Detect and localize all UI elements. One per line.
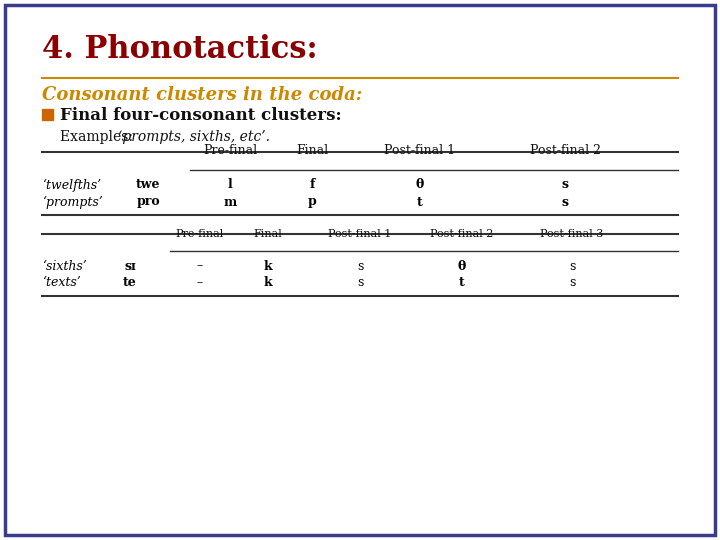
FancyBboxPatch shape	[42, 109, 53, 120]
Text: θ: θ	[458, 260, 466, 273]
Text: s: s	[357, 276, 363, 289]
Text: m: m	[223, 195, 237, 208]
Text: Final: Final	[253, 229, 282, 239]
Text: –: –	[197, 260, 203, 273]
Text: Post-final 1: Post-final 1	[328, 229, 392, 239]
Text: ‘prompts’: ‘prompts’	[42, 195, 103, 208]
Text: Examples:: Examples:	[60, 130, 138, 144]
Text: te: te	[123, 276, 137, 289]
Text: k: k	[264, 260, 272, 273]
Text: s: s	[569, 260, 575, 273]
Text: Pre-final: Pre-final	[176, 229, 224, 239]
Text: s: s	[562, 179, 569, 192]
Text: Final: Final	[296, 144, 328, 157]
Text: pro: pro	[136, 195, 160, 208]
Text: t: t	[459, 276, 465, 289]
Text: sɪ: sɪ	[124, 260, 136, 273]
Text: s: s	[562, 195, 569, 208]
Text: Post-final 2: Post-final 2	[529, 144, 600, 157]
Text: s: s	[357, 260, 363, 273]
Text: Consonant clusters in the coda:: Consonant clusters in the coda:	[42, 86, 362, 104]
Text: t: t	[417, 195, 423, 208]
Text: f: f	[310, 179, 315, 192]
Text: s: s	[569, 276, 575, 289]
Text: Post-final 2: Post-final 2	[431, 229, 494, 239]
Text: p: p	[307, 195, 316, 208]
Text: ‘twelfths’: ‘twelfths’	[42, 178, 101, 192]
Text: l: l	[228, 179, 233, 192]
Text: θ: θ	[416, 179, 424, 192]
Text: k: k	[264, 276, 272, 289]
Text: ‘sixths’: ‘sixths’	[42, 260, 86, 273]
Text: Final four-consonant clusters:: Final four-consonant clusters:	[60, 106, 341, 124]
Text: –: –	[197, 276, 203, 289]
Text: 4. Phonotactics:: 4. Phonotactics:	[42, 35, 318, 65]
Text: twe: twe	[136, 179, 161, 192]
Text: ‘texts’: ‘texts’	[42, 276, 81, 289]
Text: Post-final 3: Post-final 3	[540, 229, 603, 239]
Text: ‘prompts, sixths, etc’.: ‘prompts, sixths, etc’.	[118, 130, 270, 144]
Text: Pre-final: Pre-final	[203, 144, 257, 157]
Text: Post-final 1: Post-final 1	[384, 144, 456, 157]
